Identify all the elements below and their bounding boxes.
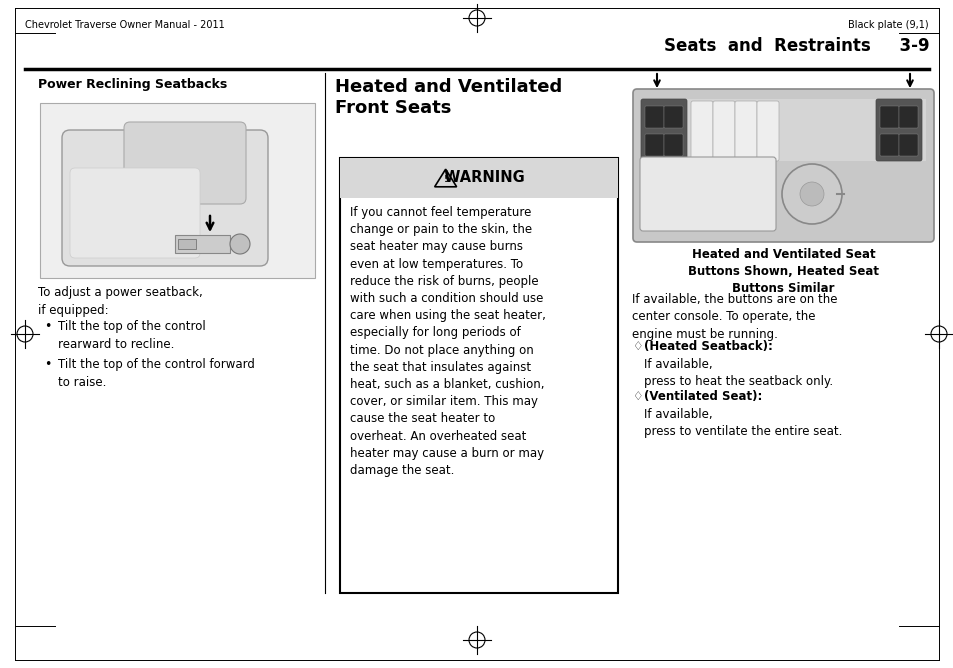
Bar xyxy=(174,235,230,253)
Text: Power Reclining Seatbacks: Power Reclining Seatbacks xyxy=(38,78,227,91)
Circle shape xyxy=(230,234,250,254)
Text: !: ! xyxy=(443,176,447,184)
FancyBboxPatch shape xyxy=(757,101,779,161)
FancyBboxPatch shape xyxy=(633,89,933,242)
Text: Heated and Ventilated Seat
Buttons Shown, Heated Seat
Buttons Similar: Heated and Ventilated Seat Buttons Shown… xyxy=(687,248,878,295)
FancyBboxPatch shape xyxy=(663,106,682,128)
Text: WARNING: WARNING xyxy=(434,170,524,186)
FancyBboxPatch shape xyxy=(70,168,200,258)
Text: (Ventilated Seat):: (Ventilated Seat): xyxy=(643,390,761,403)
FancyBboxPatch shape xyxy=(644,106,663,128)
Text: (Heated Seatback):: (Heated Seatback): xyxy=(643,340,772,353)
FancyBboxPatch shape xyxy=(879,106,898,128)
Text: Seats  and  Restraints     3-9: Seats and Restraints 3-9 xyxy=(663,37,929,55)
Text: Tilt the top of the control forward
to raise.: Tilt the top of the control forward to r… xyxy=(58,358,254,389)
Text: If you cannot feel temperature
change or pain to the skin, the
seat heater may c: If you cannot feel temperature change or… xyxy=(350,206,545,477)
FancyBboxPatch shape xyxy=(639,157,775,231)
Text: ♢: ♢ xyxy=(631,340,641,353)
Text: ♢: ♢ xyxy=(631,390,641,403)
FancyBboxPatch shape xyxy=(663,134,682,156)
Text: If available, the buttons are on the
center console. To operate, the
engine must: If available, the buttons are on the cen… xyxy=(631,293,837,341)
Text: Chevrolet Traverse Owner Manual - 2011: Chevrolet Traverse Owner Manual - 2011 xyxy=(25,20,225,30)
FancyBboxPatch shape xyxy=(712,101,734,161)
FancyBboxPatch shape xyxy=(40,103,314,278)
FancyBboxPatch shape xyxy=(640,99,686,161)
FancyBboxPatch shape xyxy=(898,106,917,128)
FancyBboxPatch shape xyxy=(644,134,663,156)
Text: To adjust a power seatback,
if equipped:: To adjust a power seatback, if equipped: xyxy=(38,286,203,317)
Circle shape xyxy=(781,164,841,224)
Text: Heated and Ventilated
Front Seats: Heated and Ventilated Front Seats xyxy=(335,78,561,117)
Bar xyxy=(339,158,618,593)
Text: •: • xyxy=(44,320,51,333)
Text: Black plate (9,1): Black plate (9,1) xyxy=(847,20,928,30)
Text: •: • xyxy=(44,358,51,371)
Text: If available,
press to heat the seatback only.: If available, press to heat the seatback… xyxy=(643,358,832,388)
FancyBboxPatch shape xyxy=(734,101,757,161)
FancyBboxPatch shape xyxy=(875,99,921,161)
Bar xyxy=(178,239,195,249)
Circle shape xyxy=(800,182,823,206)
FancyBboxPatch shape xyxy=(124,122,246,204)
Bar xyxy=(640,99,925,161)
FancyBboxPatch shape xyxy=(690,101,712,161)
Bar xyxy=(339,158,618,198)
Text: Tilt the top of the control
rearward to recline.: Tilt the top of the control rearward to … xyxy=(58,320,206,351)
FancyBboxPatch shape xyxy=(898,134,917,156)
FancyBboxPatch shape xyxy=(879,134,898,156)
FancyBboxPatch shape xyxy=(62,130,268,266)
Text: If available,
press to ventilate the entire seat.: If available, press to ventilate the ent… xyxy=(643,408,841,438)
